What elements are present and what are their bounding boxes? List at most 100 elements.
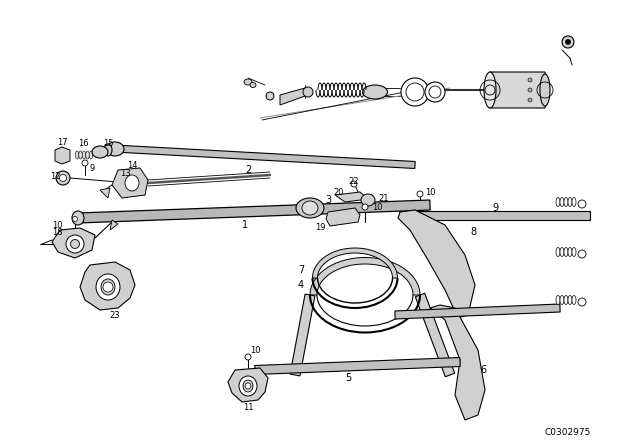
Polygon shape bbox=[110, 220, 118, 230]
Polygon shape bbox=[290, 294, 315, 376]
Polygon shape bbox=[398, 210, 475, 318]
Text: 7: 7 bbox=[298, 265, 304, 275]
Ellipse shape bbox=[86, 151, 89, 159]
Polygon shape bbox=[335, 192, 368, 202]
Circle shape bbox=[528, 88, 532, 92]
Circle shape bbox=[362, 204, 368, 210]
Ellipse shape bbox=[556, 296, 560, 305]
Polygon shape bbox=[228, 368, 268, 402]
Text: C0302975: C0302975 bbox=[545, 427, 591, 436]
Polygon shape bbox=[80, 262, 135, 310]
Ellipse shape bbox=[572, 247, 576, 257]
Circle shape bbox=[528, 98, 532, 102]
Ellipse shape bbox=[406, 83, 424, 101]
Ellipse shape bbox=[72, 211, 84, 225]
Ellipse shape bbox=[572, 198, 576, 207]
Ellipse shape bbox=[568, 198, 572, 207]
Text: 2: 2 bbox=[245, 165, 251, 175]
Ellipse shape bbox=[362, 85, 387, 99]
Ellipse shape bbox=[568, 247, 572, 257]
Text: 19: 19 bbox=[315, 223, 326, 232]
Circle shape bbox=[578, 200, 586, 208]
Ellipse shape bbox=[106, 142, 124, 156]
Circle shape bbox=[103, 282, 113, 292]
Polygon shape bbox=[312, 248, 397, 278]
Text: 9: 9 bbox=[492, 203, 498, 213]
Text: 3: 3 bbox=[325, 195, 331, 205]
Ellipse shape bbox=[560, 247, 564, 257]
Ellipse shape bbox=[101, 279, 115, 295]
Ellipse shape bbox=[66, 235, 84, 253]
Circle shape bbox=[578, 298, 586, 306]
Circle shape bbox=[562, 36, 574, 48]
Ellipse shape bbox=[244, 79, 252, 85]
Polygon shape bbox=[326, 208, 360, 226]
Ellipse shape bbox=[92, 146, 108, 158]
Text: 11: 11 bbox=[243, 402, 253, 412]
Ellipse shape bbox=[556, 198, 560, 207]
Ellipse shape bbox=[361, 194, 375, 206]
Polygon shape bbox=[310, 258, 420, 295]
Circle shape bbox=[245, 383, 251, 389]
Polygon shape bbox=[280, 88, 305, 105]
Ellipse shape bbox=[56, 171, 70, 185]
Ellipse shape bbox=[556, 247, 560, 257]
Text: 14: 14 bbox=[127, 160, 138, 169]
Polygon shape bbox=[78, 200, 430, 223]
Polygon shape bbox=[105, 145, 415, 168]
Circle shape bbox=[417, 191, 423, 197]
Polygon shape bbox=[430, 305, 485, 420]
Ellipse shape bbox=[484, 72, 496, 108]
Polygon shape bbox=[400, 211, 590, 220]
Polygon shape bbox=[490, 72, 548, 108]
Text: 23: 23 bbox=[109, 310, 120, 319]
Ellipse shape bbox=[79, 151, 83, 159]
Polygon shape bbox=[100, 188, 110, 198]
Text: 17: 17 bbox=[57, 138, 68, 146]
Circle shape bbox=[351, 181, 357, 187]
Text: 4: 4 bbox=[298, 280, 304, 290]
Ellipse shape bbox=[560, 198, 564, 207]
Ellipse shape bbox=[89, 151, 93, 159]
Text: 9: 9 bbox=[90, 164, 95, 172]
Ellipse shape bbox=[302, 201, 318, 215]
Polygon shape bbox=[395, 304, 560, 319]
Ellipse shape bbox=[76, 151, 79, 159]
Ellipse shape bbox=[540, 74, 550, 106]
Circle shape bbox=[82, 160, 88, 166]
Ellipse shape bbox=[96, 274, 120, 300]
Text: 10: 10 bbox=[250, 345, 260, 354]
Ellipse shape bbox=[429, 86, 441, 98]
Text: 5: 5 bbox=[345, 373, 351, 383]
Text: 6: 6 bbox=[480, 365, 486, 375]
Text: 18: 18 bbox=[52, 228, 63, 237]
Text: 20: 20 bbox=[333, 188, 344, 197]
Polygon shape bbox=[52, 228, 95, 258]
Text: 12: 12 bbox=[50, 172, 61, 181]
Circle shape bbox=[72, 216, 77, 221]
Polygon shape bbox=[112, 168, 148, 198]
Circle shape bbox=[266, 92, 274, 100]
Circle shape bbox=[245, 354, 251, 360]
Ellipse shape bbox=[568, 296, 572, 305]
Polygon shape bbox=[55, 147, 70, 164]
Circle shape bbox=[578, 250, 586, 258]
Ellipse shape bbox=[572, 296, 576, 305]
Text: 15: 15 bbox=[103, 138, 113, 147]
Ellipse shape bbox=[564, 296, 568, 305]
Ellipse shape bbox=[104, 144, 112, 156]
Ellipse shape bbox=[239, 376, 257, 396]
Polygon shape bbox=[415, 293, 454, 377]
Text: 1: 1 bbox=[242, 220, 248, 230]
Text: 22: 22 bbox=[348, 177, 358, 185]
Text: 10: 10 bbox=[52, 220, 63, 229]
Text: 8: 8 bbox=[470, 227, 476, 237]
Ellipse shape bbox=[564, 247, 568, 257]
Text: 21: 21 bbox=[378, 194, 388, 202]
Polygon shape bbox=[255, 358, 460, 375]
Ellipse shape bbox=[560, 296, 564, 305]
Ellipse shape bbox=[303, 87, 313, 97]
Text: 13: 13 bbox=[120, 168, 131, 177]
Ellipse shape bbox=[564, 198, 568, 207]
Text: 10: 10 bbox=[372, 202, 383, 211]
